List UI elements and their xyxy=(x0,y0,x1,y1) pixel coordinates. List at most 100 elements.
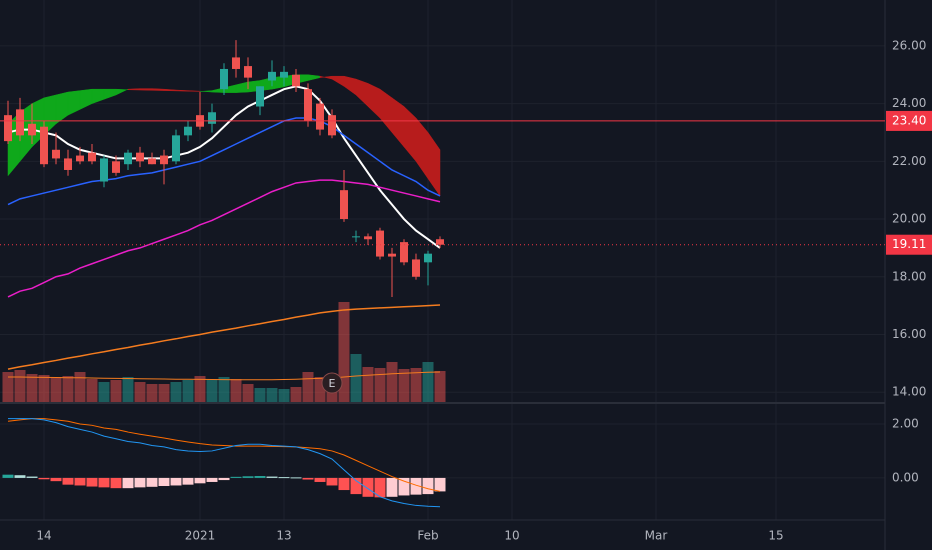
volume-bar xyxy=(350,354,362,402)
candle-body xyxy=(4,115,12,142)
macd-histogram-bar xyxy=(362,477,374,497)
volume-bar xyxy=(98,382,110,402)
volume-bar xyxy=(146,384,158,402)
moving-average-line xyxy=(7,117,441,206)
cloud-segment xyxy=(427,131,441,197)
x-tick-label: 2021 xyxy=(185,529,216,543)
candle-body xyxy=(52,149,60,159)
candle-body xyxy=(76,155,84,162)
macd-histogram-bar xyxy=(194,477,206,484)
macd-histogram-bar xyxy=(338,477,350,491)
volume-bar xyxy=(122,377,134,402)
macd-histogram-bar xyxy=(26,476,38,478)
y-tick-label: 2.00 xyxy=(892,416,919,430)
macd-histogram-bar xyxy=(62,477,74,485)
candle-body xyxy=(412,259,420,277)
candle-body xyxy=(316,103,324,130)
candle-body xyxy=(172,135,180,162)
volume-bar xyxy=(266,388,278,402)
candle-body xyxy=(232,57,240,69)
volume-bar xyxy=(38,375,50,402)
macd-histogram-bar xyxy=(302,477,314,480)
y-tick-label: 16.00 xyxy=(892,327,926,341)
candle-body xyxy=(328,115,336,136)
candle-body xyxy=(388,253,396,257)
candle-body xyxy=(352,236,360,238)
candle-body xyxy=(244,66,252,78)
x-tick-label: 13 xyxy=(276,529,291,543)
macd-histogram-bar xyxy=(410,477,422,495)
macd-histogram-bar xyxy=(314,477,326,482)
volume-bar xyxy=(422,362,434,402)
volume-bar xyxy=(170,382,182,402)
volume-bar xyxy=(218,377,230,402)
macd-histogram-bar xyxy=(38,477,50,480)
candle-body xyxy=(292,74,300,87)
macd-histogram-bar xyxy=(14,475,26,478)
volume-bar xyxy=(2,372,14,402)
macd-histogram-bar xyxy=(278,477,290,479)
macd-histogram-bar xyxy=(74,477,86,486)
x-tick-label: 10 xyxy=(504,529,519,543)
volume-bar xyxy=(230,379,242,402)
macd-histogram-bar xyxy=(326,477,338,486)
volume-bar xyxy=(86,379,98,402)
candle-body xyxy=(88,152,96,162)
macd-histogram-bar xyxy=(434,477,446,492)
macd-histogram-bar xyxy=(206,477,218,482)
volume-bar xyxy=(302,372,314,402)
candle-body xyxy=(340,190,348,220)
candle-body xyxy=(436,239,444,245)
y-tick-label: 24.00 xyxy=(892,96,926,110)
macd-histogram-bar xyxy=(158,477,170,487)
volume-ma-line xyxy=(8,371,441,381)
macd-histogram-bar xyxy=(86,477,98,487)
candle-body xyxy=(184,126,192,136)
x-tick-label: 14 xyxy=(36,529,51,543)
macd-histogram-bar xyxy=(134,477,146,488)
last-price-box xyxy=(886,234,932,255)
volume-bar xyxy=(110,380,122,402)
macd-histogram-bar xyxy=(266,476,278,478)
candle-body xyxy=(304,89,312,121)
macd-histogram-bar xyxy=(50,477,62,482)
earnings-marker xyxy=(321,372,343,394)
candle-body xyxy=(112,161,120,173)
candle-body xyxy=(100,158,108,182)
candle-body xyxy=(124,152,132,165)
y-tick-label: 22.00 xyxy=(892,154,926,168)
candle-body xyxy=(16,109,24,136)
volume-bar xyxy=(278,389,290,402)
y-tick-label: 14.00 xyxy=(892,385,926,399)
volume-bar xyxy=(398,369,410,402)
candle-body xyxy=(148,158,156,165)
macd-histogram-bar xyxy=(290,477,302,479)
y-tick-label: 20.00 xyxy=(892,212,926,226)
x-tick-label: Feb xyxy=(417,529,438,543)
earnings-label: E xyxy=(329,377,336,390)
volume-bar xyxy=(134,382,146,402)
macd-line xyxy=(8,418,441,508)
candle-body xyxy=(268,71,276,81)
macd-histogram-bar xyxy=(146,477,158,487)
macd-histogram-bar xyxy=(242,476,254,478)
macd-histogram-bar xyxy=(386,477,398,497)
volume-bar xyxy=(290,387,302,402)
macd-histogram-bar xyxy=(122,477,134,489)
candle-body xyxy=(280,71,288,78)
volume-bar xyxy=(74,372,86,402)
candle-body xyxy=(40,126,48,165)
macd-histogram-bar xyxy=(422,477,434,495)
candle-body xyxy=(376,230,384,257)
volume-bar xyxy=(50,377,62,402)
candle-body xyxy=(208,112,216,124)
volume-bar xyxy=(62,376,74,402)
candle-body xyxy=(364,236,372,240)
level-label: 23.40 xyxy=(892,113,926,127)
x-tick-label: Mar xyxy=(645,529,668,543)
candle-body xyxy=(400,242,408,263)
volume-bar xyxy=(194,376,206,402)
macd-signal-line xyxy=(7,418,441,492)
